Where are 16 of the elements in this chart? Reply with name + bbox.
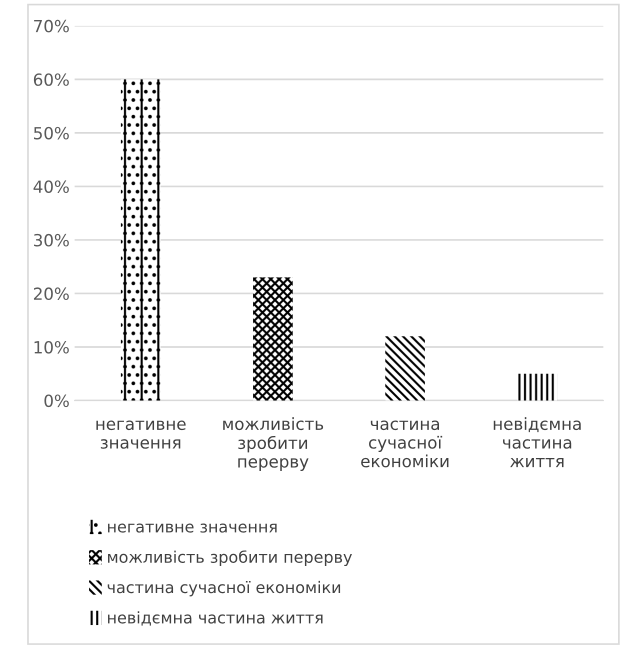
x-tick-label: частина сучасної економіки [361,420,448,468]
x-tick-label: невідємна частина життя [494,417,581,468]
y-tick-label: 60% [34,73,69,86]
legend-label: можливість зробити перерву [108,550,352,566]
y-tick-label: 50% [34,126,69,140]
y-tick-label: 30% [34,234,69,247]
x-tick-label: негативне значення [96,420,186,449]
legend-label: невідємна частина життя [108,611,322,626]
y-tick-label: 40% [34,180,69,193]
x-tick-label: можливість зробити перерву [223,417,324,471]
y-tick-label: 0% [44,394,69,408]
y-tick-label: 70% [34,20,69,32]
legend-label: негативне значення [108,523,277,533]
legend-label: частина сучасної економіки [108,580,340,596]
y-tick-label: 20% [34,287,69,300]
y-tick-label: 10% [34,340,69,354]
